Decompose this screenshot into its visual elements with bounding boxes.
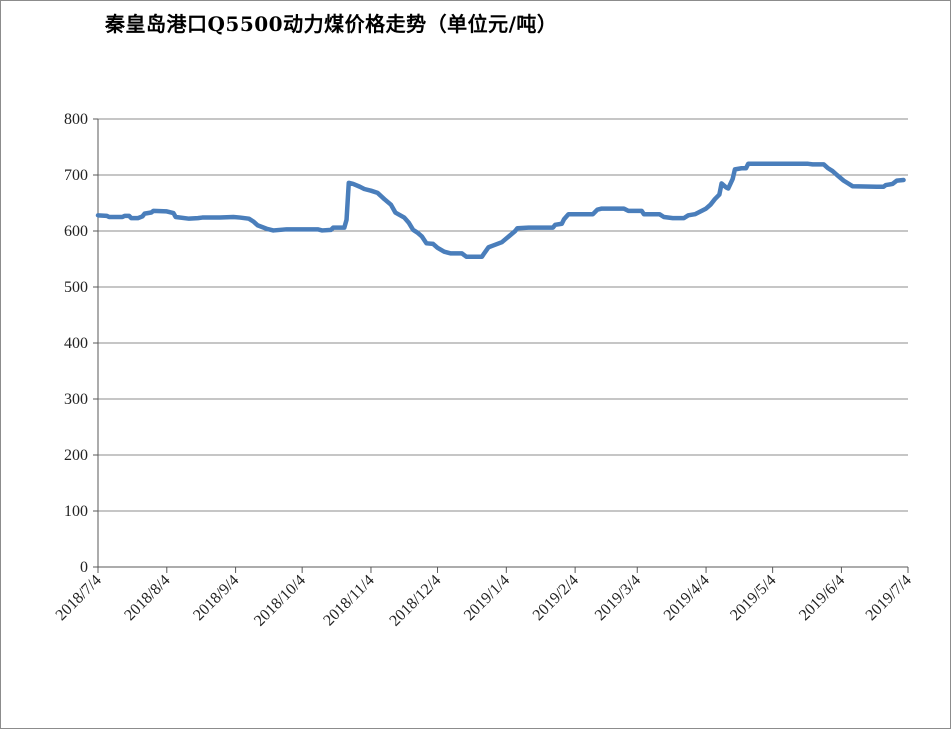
y-tick-label-300: 300 [64, 391, 88, 408]
x-tick-label: 2018/12/4 [386, 572, 444, 630]
x-tick-label: 2018/11/4 [320, 572, 377, 629]
x-tick-label: 2019/3/4 [592, 572, 644, 624]
x-tick-label: 2019/1/4 [461, 572, 513, 624]
y-tick-label-700: 700 [64, 167, 88, 184]
y-tick-label-400: 400 [64, 335, 88, 352]
series-line-0 [95, 161, 906, 260]
axes [93, 118, 909, 573]
x-tick-label: 2019/6/4 [796, 572, 848, 624]
series-layer [95, 161, 906, 260]
chart-title: 秦皇岛港口Q5500动力煤价格走势（单位元/吨） [105, 12, 558, 36]
y-tick-label-500: 500 [64, 279, 88, 296]
x-tick-label: 2018/7/4 [53, 572, 105, 624]
y-tick-labels: 0 100 200 300 400 500 600 700 800 [64, 111, 88, 576]
x-tick-label: 2019/7/4 [863, 572, 915, 624]
x-tick-label: 2019/4/4 [661, 572, 713, 624]
y-tick-label-600: 600 [64, 223, 88, 240]
y-tick-label-800: 800 [64, 111, 88, 128]
y-tick-label-0: 0 [80, 559, 88, 576]
x-tick-labels: 2018/7/4 2018/8/4 2018/9/4 2018/10/4 2018/11… [53, 572, 915, 630]
y-tick-label-200: 200 [64, 447, 88, 464]
x-tick-label: 2018/10/4 [251, 572, 309, 630]
grid-lines [98, 118, 908, 512]
x-tick-label: 2019/5/4 [727, 572, 779, 624]
x-tick-label: 2018/9/4 [190, 572, 242, 624]
x-tick-label: 2018/8/4 [121, 572, 173, 624]
x-tick-label: 2019/2/4 [530, 572, 582, 624]
y-tick-label-100: 100 [64, 503, 88, 520]
